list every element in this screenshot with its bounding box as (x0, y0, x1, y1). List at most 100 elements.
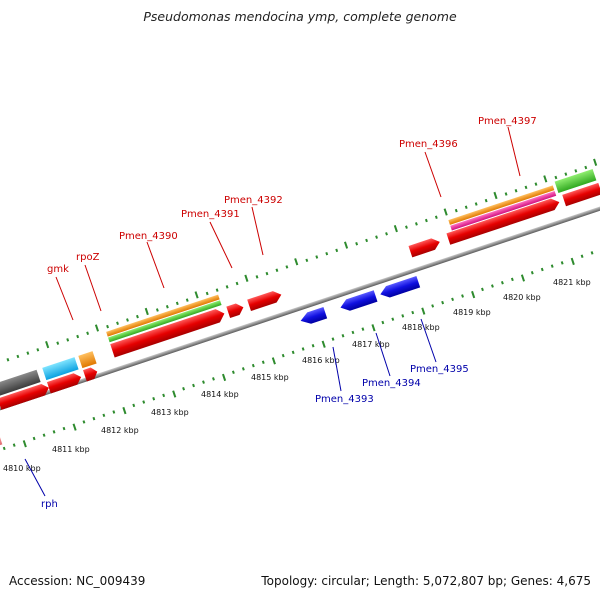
minor-tick (584, 165, 588, 170)
minor-tick (305, 258, 309, 263)
minor-tick (434, 215, 438, 219)
leader-line (507, 126, 521, 177)
major-tick (393, 224, 398, 233)
minor-tick (461, 294, 464, 298)
minor-tick (580, 254, 584, 258)
minor-tick (56, 341, 60, 345)
scale-label: 4814 kbp (201, 390, 239, 399)
minor-tick (375, 235, 378, 239)
gene-label-Pmen_4397[interactable]: Pmen_4397 (478, 116, 537, 127)
gene-Pmen_4390-orange[interactable] (106, 294, 220, 337)
gene-Pmen_4397[interactable] (446, 196, 561, 245)
major-tick (493, 191, 498, 200)
minor-tick (311, 343, 315, 348)
major-tick (122, 406, 127, 415)
major-tick (94, 324, 100, 332)
minor-tick (500, 280, 504, 285)
minor-tick (225, 285, 229, 289)
gene-Pmen_4396[interactable] (408, 236, 441, 258)
gene-Pmen_4390[interactable] (110, 307, 226, 358)
gene-red-end[interactable] (562, 182, 600, 207)
gene-Pmen_4391[interactable] (226, 302, 245, 318)
minor-tick (590, 251, 594, 255)
major-tick (45, 340, 50, 349)
major-tick (520, 274, 526, 282)
gene-rph[interactable] (0, 432, 3, 455)
minor-tick (32, 436, 36, 441)
minor-tick (66, 338, 70, 342)
leader-line (251, 206, 264, 256)
gene-label-gmk[interactable]: gmk (47, 264, 69, 275)
minor-tick (554, 175, 558, 180)
gene-Pmen_4394[interactable] (339, 290, 378, 313)
gene-Pmen_4395[interactable] (378, 276, 421, 300)
minor-tick (414, 222, 418, 226)
scale-label: 4817 kbp (352, 340, 390, 349)
gene-Pmen_4393[interactable] (299, 306, 328, 327)
major-tick (271, 357, 276, 365)
minor-tick (504, 192, 508, 196)
minor-tick (251, 363, 255, 368)
minor-tick (484, 198, 488, 203)
minor-tick (12, 443, 16, 447)
minor-tick (335, 248, 339, 253)
forward-labels: gmk rpoZ Pmen_4390 Pmen_4391 Pmen_4392 P… (47, 116, 537, 321)
minor-tick (365, 238, 369, 243)
minor-tick (185, 298, 189, 302)
gene-Pmen_4397-orange[interactable] (448, 185, 555, 225)
leader-line (375, 332, 391, 377)
gene-rpoZ-red2[interactable] (83, 366, 99, 382)
gene-label-Pmen_4394[interactable]: Pmen_4394 (362, 378, 421, 389)
minor-tick (464, 205, 468, 210)
gene-rpoZ-red1[interactable] (46, 371, 83, 394)
gene-gmk-gray[interactable] (0, 369, 41, 397)
minor-tick (192, 383, 195, 388)
minor-tick (481, 287, 484, 292)
minor-tick (401, 314, 405, 318)
minor-tick (540, 267, 544, 272)
minor-tick (411, 310, 415, 315)
gene-Pmen_4392[interactable] (247, 289, 283, 312)
minor-tick (391, 317, 395, 321)
gene-label-Pmen_4392[interactable]: Pmen_4392 (224, 195, 283, 206)
minor-tick (82, 420, 86, 424)
scale-label: 4819 kbp (453, 308, 491, 317)
minor-tick (212, 377, 215, 381)
minor-tick (255, 275, 259, 279)
minor-tick (454, 208, 458, 213)
gene-gmk-red[interactable] (0, 382, 51, 410)
minor-tick (42, 433, 46, 437)
scale-label: 4812 kbp (101, 426, 139, 435)
gene-Pmen_4390-green[interactable] (108, 300, 222, 343)
gene-rpoZ-orange[interactable] (78, 351, 97, 369)
minor-tick (52, 430, 56, 434)
scale-label: 4820 kbp (503, 293, 541, 302)
minor-tick (132, 403, 136, 408)
minor-tick (385, 232, 388, 236)
gene-label-Pmen_4396[interactable]: Pmen_4396 (399, 139, 458, 150)
minor-tick (202, 380, 205, 384)
major-tick (443, 208, 448, 216)
leader-line (209, 221, 233, 269)
gene-label-Pmen_4391[interactable]: Pmen_4391 (181, 209, 240, 220)
gene-label-rpoZ[interactable]: rpoZ (76, 252, 100, 263)
gene-green-feature[interactable] (554, 168, 597, 193)
major-tick (421, 307, 426, 315)
gene-label-Pmen_4390[interactable]: Pmen_4390 (119, 231, 178, 242)
gene-rpoZ-cyan[interactable] (42, 357, 79, 381)
minor-tick (265, 271, 269, 276)
minor-tick (550, 264, 554, 268)
accession-text: Accession: NC_009439 (9, 574, 146, 588)
minor-tick (126, 318, 129, 322)
minor-tick (564, 172, 568, 176)
major-tick (294, 258, 299, 266)
gene-Pmen_4397-magenta[interactable] (450, 191, 557, 231)
gene-label-rph[interactable]: rph (41, 499, 58, 510)
genome-backbone (0, 188, 600, 424)
gene-label-Pmen_4395[interactable]: Pmen_4395 (410, 364, 469, 375)
scale-label: 4821 kbp (553, 278, 591, 287)
minor-tick (175, 301, 179, 306)
gene-label-Pmen_4393[interactable]: Pmen_4393 (315, 394, 374, 405)
minor-tick (431, 304, 435, 308)
